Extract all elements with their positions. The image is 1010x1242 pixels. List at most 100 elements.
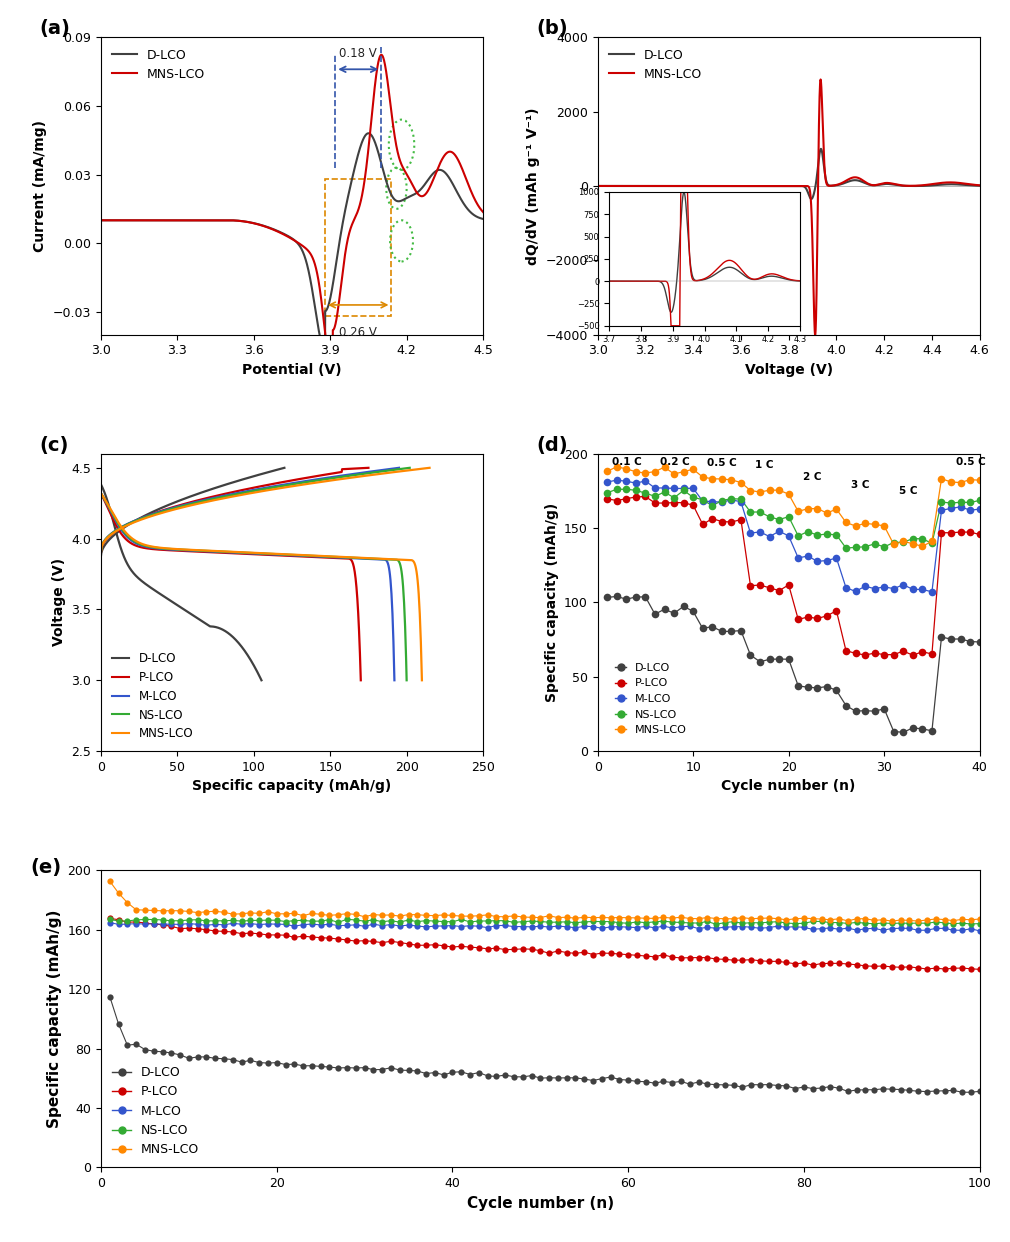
Text: 0.2 C: 0.2 C xyxy=(660,457,690,467)
D-LCO xyxy=(319,345,331,360)
MNS-LCO xyxy=(271,224,283,238)
P-LCO xyxy=(551,944,564,959)
M-LCO xyxy=(930,920,942,935)
MNS-LCO xyxy=(592,179,604,194)
Line: MNS-LCO: MNS-LCO xyxy=(107,878,983,924)
D-LCO xyxy=(815,142,827,156)
X-axis label: Potential (V): Potential (V) xyxy=(242,363,341,378)
D-LCO xyxy=(965,1084,977,1099)
M-LCO xyxy=(271,917,283,932)
MNS-LCO xyxy=(938,912,950,927)
M-LCO xyxy=(903,920,915,935)
Y-axis label: Specific capacity (mAh/g): Specific capacity (mAh/g) xyxy=(544,503,559,702)
Bar xyxy=(325,179,391,317)
Legend: D-LCO, P-LCO, M-LCO, NS-LCO, MNS-LCO: D-LCO, P-LCO, M-LCO, NS-LCO, MNS-LCO xyxy=(107,647,198,745)
MNS-LCO xyxy=(886,914,898,929)
M-LCO xyxy=(622,920,634,935)
Text: 5 C: 5 C xyxy=(899,487,917,497)
MNS-LCO xyxy=(104,874,116,889)
Text: (c): (c) xyxy=(39,436,70,455)
MNS-LCO xyxy=(738,179,750,194)
NS-LCO xyxy=(306,914,318,929)
Line: M-LCO: M-LCO xyxy=(107,919,983,934)
D-LCO xyxy=(592,179,604,194)
NS-LCO xyxy=(104,912,116,927)
D-LCO xyxy=(805,191,817,206)
D-LCO xyxy=(466,206,478,221)
D-LCO xyxy=(477,211,489,226)
D-LCO xyxy=(658,179,670,194)
MNS-LCO xyxy=(467,186,479,201)
X-axis label: Specific capacity (mAh/g): Specific capacity (mAh/g) xyxy=(192,780,392,794)
D-LCO xyxy=(363,125,375,140)
Text: (d): (d) xyxy=(536,436,569,455)
NS-LCO xyxy=(341,912,353,927)
Text: 0.1 C: 0.1 C xyxy=(612,457,641,467)
M-LCO xyxy=(551,919,564,934)
P-LCO xyxy=(930,960,942,975)
Text: 0.18 V: 0.18 V xyxy=(339,47,377,60)
Y-axis label: dQ/dV (mAh g⁻¹ V⁻¹): dQ/dV (mAh g⁻¹ V⁻¹) xyxy=(526,107,540,265)
NS-LCO xyxy=(921,915,933,930)
Line: P-LCO: P-LCO xyxy=(107,915,983,972)
P-LCO xyxy=(622,948,634,963)
X-axis label: Cycle number (n): Cycle number (n) xyxy=(467,1196,614,1211)
MNS-LCO xyxy=(974,912,986,927)
D-LCO xyxy=(738,179,750,194)
MNS-LCO xyxy=(967,178,979,193)
P-LCO xyxy=(306,929,318,944)
Text: (b): (b) xyxy=(536,20,569,39)
MNS-LCO xyxy=(622,910,634,925)
Text: 3 C: 3 C xyxy=(850,481,870,491)
P-LCO xyxy=(903,959,915,974)
D-LCO xyxy=(622,1073,634,1088)
Line: D-LCO: D-LCO xyxy=(101,133,483,353)
MNS-LCO xyxy=(635,179,647,194)
D-LCO xyxy=(930,1083,942,1098)
Legend: D-LCO, P-LCO, M-LCO, NS-LCO, MNS-LCO: D-LCO, P-LCO, M-LCO, NS-LCO, MNS-LCO xyxy=(107,1061,204,1161)
Line: MNS-LCO: MNS-LCO xyxy=(598,79,980,335)
MNS-LCO xyxy=(114,212,126,227)
MNS-LCO xyxy=(754,179,767,194)
P-LCO xyxy=(974,961,986,976)
D-LCO xyxy=(467,206,479,221)
D-LCO xyxy=(114,212,126,227)
Text: (a): (a) xyxy=(39,20,71,39)
D-LCO xyxy=(967,178,979,193)
P-LCO xyxy=(271,928,283,943)
NS-LCO xyxy=(561,914,573,929)
MNS-LCO xyxy=(271,907,283,922)
NS-LCO xyxy=(947,917,960,932)
D-LCO xyxy=(754,179,767,194)
Text: 0.5 C: 0.5 C xyxy=(955,457,986,467)
D-LCO xyxy=(974,179,986,194)
D-LCO xyxy=(635,179,647,194)
P-LCO xyxy=(104,910,116,925)
Legend: D-LCO, MNS-LCO: D-LCO, MNS-LCO xyxy=(604,43,707,86)
Y-axis label: Current (mA/mg): Current (mA/mg) xyxy=(33,120,47,252)
MNS-LCO xyxy=(814,72,826,87)
D-LCO xyxy=(104,989,116,1004)
MNS-LCO xyxy=(466,186,478,201)
MNS-LCO xyxy=(396,159,408,174)
Text: 2 C: 2 C xyxy=(803,472,821,482)
X-axis label: Cycle number (n): Cycle number (n) xyxy=(721,780,855,794)
MNS-LCO xyxy=(376,47,388,62)
D-LCO xyxy=(281,227,293,242)
MNS-LCO xyxy=(974,178,986,193)
NS-LCO xyxy=(631,914,643,929)
D-LCO xyxy=(95,212,107,227)
D-LCO xyxy=(271,224,283,238)
MNS-LCO xyxy=(306,905,318,920)
X-axis label: Voltage (V): Voltage (V) xyxy=(744,363,832,378)
Line: D-LCO: D-LCO xyxy=(107,994,983,1095)
MNS-LCO xyxy=(809,328,821,343)
NS-LCO xyxy=(974,917,986,932)
Legend: D-LCO, P-LCO, M-LCO, NS-LCO, MNS-LCO: D-LCO, P-LCO, M-LCO, NS-LCO, MNS-LCO xyxy=(611,658,692,739)
NS-LCO xyxy=(710,917,722,932)
Line: MNS-LCO: MNS-LCO xyxy=(101,55,483,380)
M-LCO xyxy=(104,915,116,930)
D-LCO xyxy=(271,1056,283,1071)
MNS-LCO xyxy=(912,914,924,929)
M-LCO xyxy=(306,917,318,932)
